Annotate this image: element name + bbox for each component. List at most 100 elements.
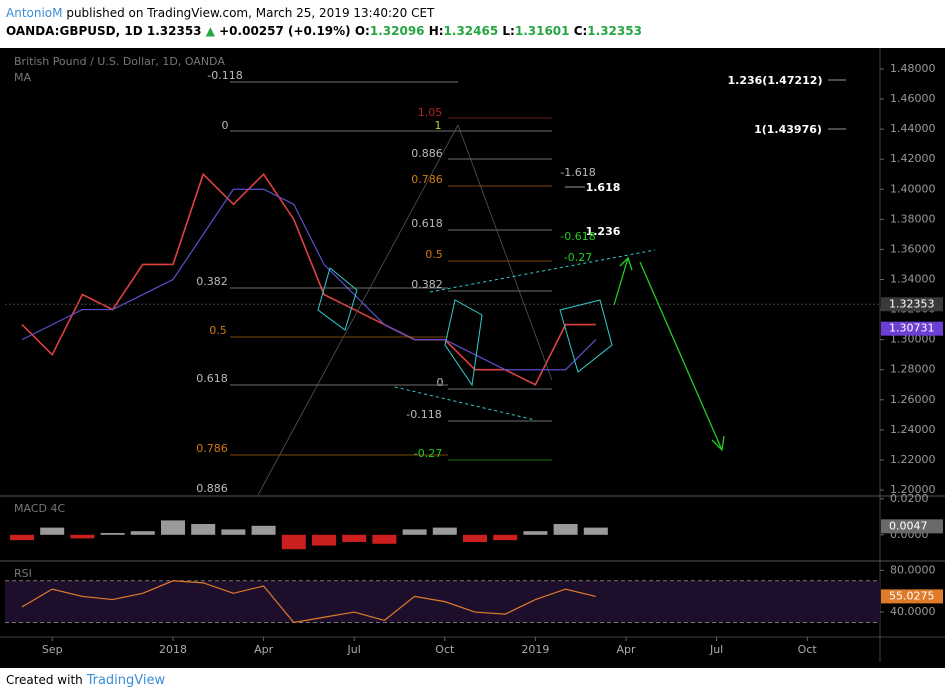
x-tick-label: 2018 <box>159 643 187 656</box>
arrow-head <box>711 435 725 452</box>
histogram-bar <box>583 527 608 535</box>
price-tag <box>881 519 943 534</box>
x-tick-label: Oct <box>798 643 818 656</box>
y-tick-label: 1.24000 <box>890 423 936 436</box>
fib-label: 0 <box>222 119 229 132</box>
fib-label: 0 <box>437 376 444 389</box>
trend-line <box>257 124 459 496</box>
fib-label: 0.618 <box>196 372 228 385</box>
histogram-bar <box>342 534 367 542</box>
channel-line <box>429 249 656 293</box>
symbol: OANDA:GBPUSD, 1D <box>6 24 143 38</box>
up-arrow: ▲ <box>205 24 215 38</box>
projection-arrow <box>639 261 723 451</box>
ohlc-c: C:1.32353 <box>574 24 642 38</box>
y-tick-label: 1.34000 <box>890 272 936 285</box>
fib-label: 0.886 <box>196 482 228 495</box>
chart: Sep 2018 Apr Jul Oct 2019 Apr Jul Oct 1.20000 1.22… <box>0 48 945 668</box>
header: AntonioM published on TradingView.com, M… <box>6 4 642 40</box>
fib-label: 0.786 <box>196 442 228 455</box>
y-tick-label: 1.30000 <box>890 333 936 346</box>
histogram-bar <box>523 531 548 535</box>
histogram-bar <box>70 534 95 539</box>
y-tick-label: 1.44000 <box>890 122 936 135</box>
histogram-bar <box>100 533 125 535</box>
pane-title: MACD 4C <box>14 502 65 515</box>
x-tick-label: Apr <box>254 643 274 656</box>
fib-label: 0.5 <box>425 248 443 261</box>
y-tick-label: 1.36000 <box>890 242 936 255</box>
series-line <box>21 580 596 624</box>
fib-label: -0.27 <box>414 447 442 460</box>
fib-label: 1.05 <box>418 106 443 119</box>
histogram-bar <box>251 525 276 535</box>
histogram-bar <box>221 529 246 535</box>
pane-title: British Pound / U.S. Dollar, 1D, OANDA <box>14 55 225 68</box>
created: Created with <box>6 673 83 687</box>
quote-line: OANDA:GBPUSD, 1D 1.32353 ▲ +0.00257 (+0.… <box>6 22 642 40</box>
ohlc-h: H:1.32465 <box>429 24 499 38</box>
fib-label: 0.5 <box>209 324 227 337</box>
histogram-bar <box>130 531 155 535</box>
fib-label: 1.236(1.47212) <box>728 74 823 87</box>
fib-label: 0.618 <box>411 217 443 230</box>
y-tick-label: 1.22000 <box>890 453 936 466</box>
histogram-bar <box>10 534 34 541</box>
ohlc-value: 1.32353 <box>587 24 642 38</box>
price-tag-label: 1.32353 <box>889 297 935 310</box>
x-tick-label: Jul <box>347 643 361 656</box>
histogram-bar <box>402 529 427 535</box>
pattern-shape <box>317 267 358 331</box>
y-tick-label: 1.20000 <box>890 483 936 496</box>
x-tick-label: Sep <box>42 643 63 656</box>
fib-label: 0.382 <box>196 275 228 288</box>
histogram-bar <box>372 534 397 544</box>
brand[interactable]: TradingView <box>86 673 166 688</box>
fib-label: -0.618 <box>560 230 595 243</box>
y-tick-label: 1.38000 <box>890 212 936 225</box>
chart-wrap: Sep 2018 Apr Jul Oct 2019 Apr Jul Oct 1.20000 1.22… <box>0 48 945 672</box>
author[interactable]: AntonioM <box>6 6 63 20</box>
fib-label: -0.118 <box>406 408 441 421</box>
fib-label: 1(1.43976) <box>754 123 822 136</box>
y-tick-label: 1.26000 <box>890 393 936 406</box>
ohlc-label: H: <box>428 24 444 38</box>
ohlc-value: 1.32465 <box>443 24 499 38</box>
footer: Created with TradingView <box>6 673 165 688</box>
ohlc-l: L:1.31601 <box>502 24 569 38</box>
fib-label: -1.618 <box>560 166 595 179</box>
x-tick-label: Oct <box>435 643 455 656</box>
trend-line <box>457 124 553 381</box>
fib-label: 1.236 <box>586 225 621 238</box>
ohlc-label: O: <box>354 24 370 38</box>
legend-entry: MA <box>14 71 31 84</box>
histogram-bar <box>161 520 185 535</box>
price-tag-label: 1.30731 <box>889 322 935 335</box>
publish-line: AntonioM published on TradingView.com, M… <box>6 4 642 22</box>
histogram-bar <box>493 534 518 541</box>
y-tick-label: 1.40000 <box>890 182 936 195</box>
x-tick-label: 2019 <box>521 643 549 656</box>
fib-label: 0.886 <box>411 147 443 160</box>
histogram-bar <box>40 527 65 535</box>
series-line <box>21 172 596 386</box>
histogram-bar <box>432 527 457 535</box>
pattern-shape <box>559 299 613 373</box>
y-tick-label: 80.0000 <box>890 563 936 576</box>
pane-title: RSI <box>14 567 32 580</box>
histogram-bar <box>553 524 578 535</box>
fib-label: 1 <box>435 119 442 132</box>
x-tick-label: Apr <box>616 643 636 656</box>
histogram-bar <box>191 524 216 535</box>
change: +0.00257 (+0.19%) <box>219 24 351 38</box>
y-tick-label: 1.42000 <box>890 152 936 165</box>
histogram-bar <box>463 534 487 542</box>
ohlc-o: O:1.32096 <box>355 24 425 38</box>
price-tag-label: 0.0047 <box>889 519 928 532</box>
fib-label: 0.382 <box>411 278 443 291</box>
series-line <box>21 188 597 371</box>
y-tick-label: 1.28000 <box>890 363 936 376</box>
fib-label: 1.618 <box>586 181 621 194</box>
y-tick-label: 1.46000 <box>890 92 936 105</box>
